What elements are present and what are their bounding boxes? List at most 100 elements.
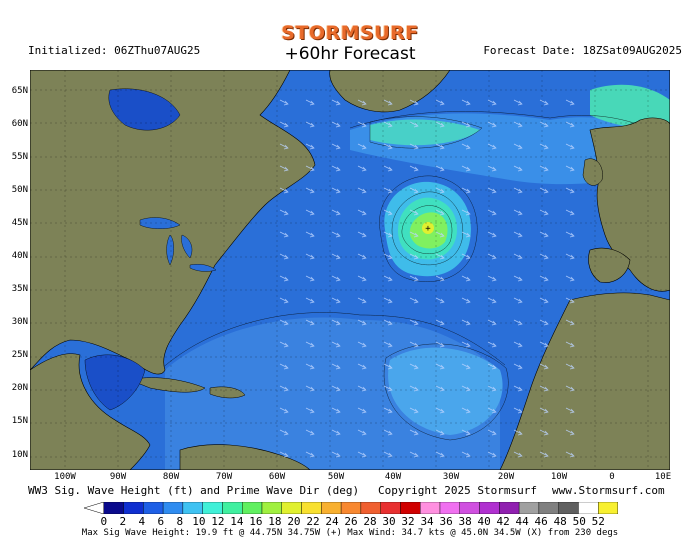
- wave-direction-arrow: [409, 319, 419, 326]
- wave-direction-arrow: [487, 121, 497, 128]
- wave-direction-arrow: [565, 451, 575, 458]
- wave-direction-arrow: [409, 231, 419, 238]
- wave-direction-arrow: [279, 341, 289, 348]
- wave-direction-arrow: [331, 429, 341, 436]
- wave-direction-arrow: [279, 319, 289, 326]
- wave-direction-arrow: [305, 231, 315, 238]
- colorbar-swatch: [578, 502, 599, 514]
- wave-direction-arrow: [513, 209, 523, 216]
- colorbar-swatch: [558, 502, 579, 514]
- wave-direction-arrow: [305, 165, 315, 172]
- wave-direction-arrow: [435, 187, 445, 194]
- wave-direction-arrow: [357, 165, 367, 172]
- swell-zone-north: [370, 119, 480, 146]
- wave-direction-arrow: [565, 407, 575, 414]
- wave-direction-arrow: [461, 363, 471, 370]
- wave-direction-arrow: [279, 297, 289, 304]
- wave-direction-arrow: [539, 429, 549, 436]
- lon-label: 20W: [497, 472, 515, 482]
- wave-direction-arrow: [279, 231, 289, 238]
- wave-direction-arrow: [461, 187, 471, 194]
- wave-direction-arrow: [539, 341, 549, 348]
- wave-direction-arrow: [539, 231, 549, 238]
- lat-label: 35N: [11, 284, 28, 294]
- wave-direction-arrow: [487, 165, 497, 172]
- wave-direction-arrow: [279, 407, 289, 414]
- wave-direction-arrow: [357, 451, 367, 458]
- wave-direction-arrow: [279, 165, 289, 172]
- wave-direction-arrow: [409, 451, 419, 458]
- wave-direction-arrow: [539, 253, 549, 260]
- colorbar-swatch: [222, 502, 243, 514]
- colorbar-tick-label: 20: [287, 515, 301, 528]
- wave-direction-arrow: [357, 253, 367, 260]
- ocean-south-swell: [388, 347, 503, 435]
- wave-direction-arrow: [487, 407, 497, 414]
- europe-land: [589, 117, 670, 292]
- colorbar-swatch: [103, 502, 124, 514]
- wave-direction-arrow: [357, 209, 367, 216]
- wave-direction-arrow: [383, 319, 393, 326]
- wave-direction-arrow: [305, 341, 315, 348]
- stormsurf-logo: STORMSURF: [281, 22, 419, 44]
- wave-direction-arrow: [435, 429, 445, 436]
- wave-direction-arrow: [461, 451, 471, 458]
- colorbar-swatch: [261, 502, 282, 514]
- wave-direction-arrow: [487, 341, 497, 348]
- wave-direction-arrow: [357, 385, 367, 392]
- wave-direction-arrow: [409, 275, 419, 282]
- wave-direction-arrow: [487, 451, 497, 458]
- wave-direction-arrow: [565, 385, 575, 392]
- colorbar-tick-label: 48: [553, 515, 567, 528]
- wave-direction-arrow: [461, 275, 471, 282]
- wave-direction-arrow: [409, 209, 419, 216]
- wave-direction-arrow: [383, 385, 393, 392]
- wave-direction-arrow: [461, 99, 471, 106]
- copyright-label: Copyright 2025 Stormsurf: [378, 484, 537, 497]
- wave-direction-arrow: [513, 143, 523, 150]
- south-america-land: [179, 444, 311, 470]
- wave-direction-arrow: [539, 187, 549, 194]
- wave-direction-arrow: [539, 275, 549, 282]
- wave-direction-arrow: [331, 143, 341, 150]
- colorbar-swatch: [518, 502, 540, 514]
- lat-label: 20N: [11, 383, 28, 393]
- great-lake-michigan: [166, 234, 174, 266]
- wave-direction-arrow: [331, 99, 341, 106]
- wave-direction-arrow: [435, 143, 445, 150]
- colorbar-left-tip: [84, 502, 105, 514]
- wave-direction-arrow: [357, 407, 367, 414]
- wave-direction-arrow: [305, 451, 315, 458]
- wave-direction-arrow: [539, 363, 549, 370]
- wave-direction-arrow: [487, 99, 497, 106]
- wave-direction-arrow: [435, 297, 445, 304]
- wave-direction-arrow: [565, 231, 575, 238]
- colorbar-swatch: [479, 502, 500, 514]
- wave-direction-arrow: [487, 319, 497, 326]
- wave-direction-arrow: [487, 253, 497, 260]
- wave-direction-arrow: [409, 143, 419, 150]
- colorbar-swatch: [162, 502, 184, 514]
- wave-direction-arrow: [383, 297, 393, 304]
- wave-direction-arrow: [565, 165, 575, 172]
- lon-label: 50W: [327, 472, 345, 482]
- wave-direction-arrow: [305, 143, 315, 150]
- wave-direction-arrow: [279, 429, 289, 436]
- wave-direction-arrow: [435, 165, 445, 172]
- colorbar-tick-label: 12: [211, 515, 225, 528]
- lon-label: 70W: [215, 472, 233, 482]
- website-link[interactable]: www.Stormsurf.com: [552, 484, 665, 497]
- wave-direction-arrow: [279, 451, 289, 458]
- colorbar-tick-label: 8: [176, 515, 184, 528]
- wave-direction-arrow: [513, 231, 523, 238]
- wave-direction-arrow: [279, 363, 289, 370]
- lat-label: 15N: [11, 416, 28, 426]
- wave-direction-arrow: [461, 231, 471, 238]
- wave-direction-arrow: [383, 99, 393, 106]
- wave-direction-arrow: [435, 275, 445, 282]
- wave-direction-arrow: [461, 209, 471, 216]
- wave-direction-arrow: [409, 99, 419, 106]
- colorbar-tick-label: 32: [401, 515, 415, 528]
- colorbar-swatch: [321, 502, 342, 514]
- wave-direction-arrow: [461, 429, 471, 436]
